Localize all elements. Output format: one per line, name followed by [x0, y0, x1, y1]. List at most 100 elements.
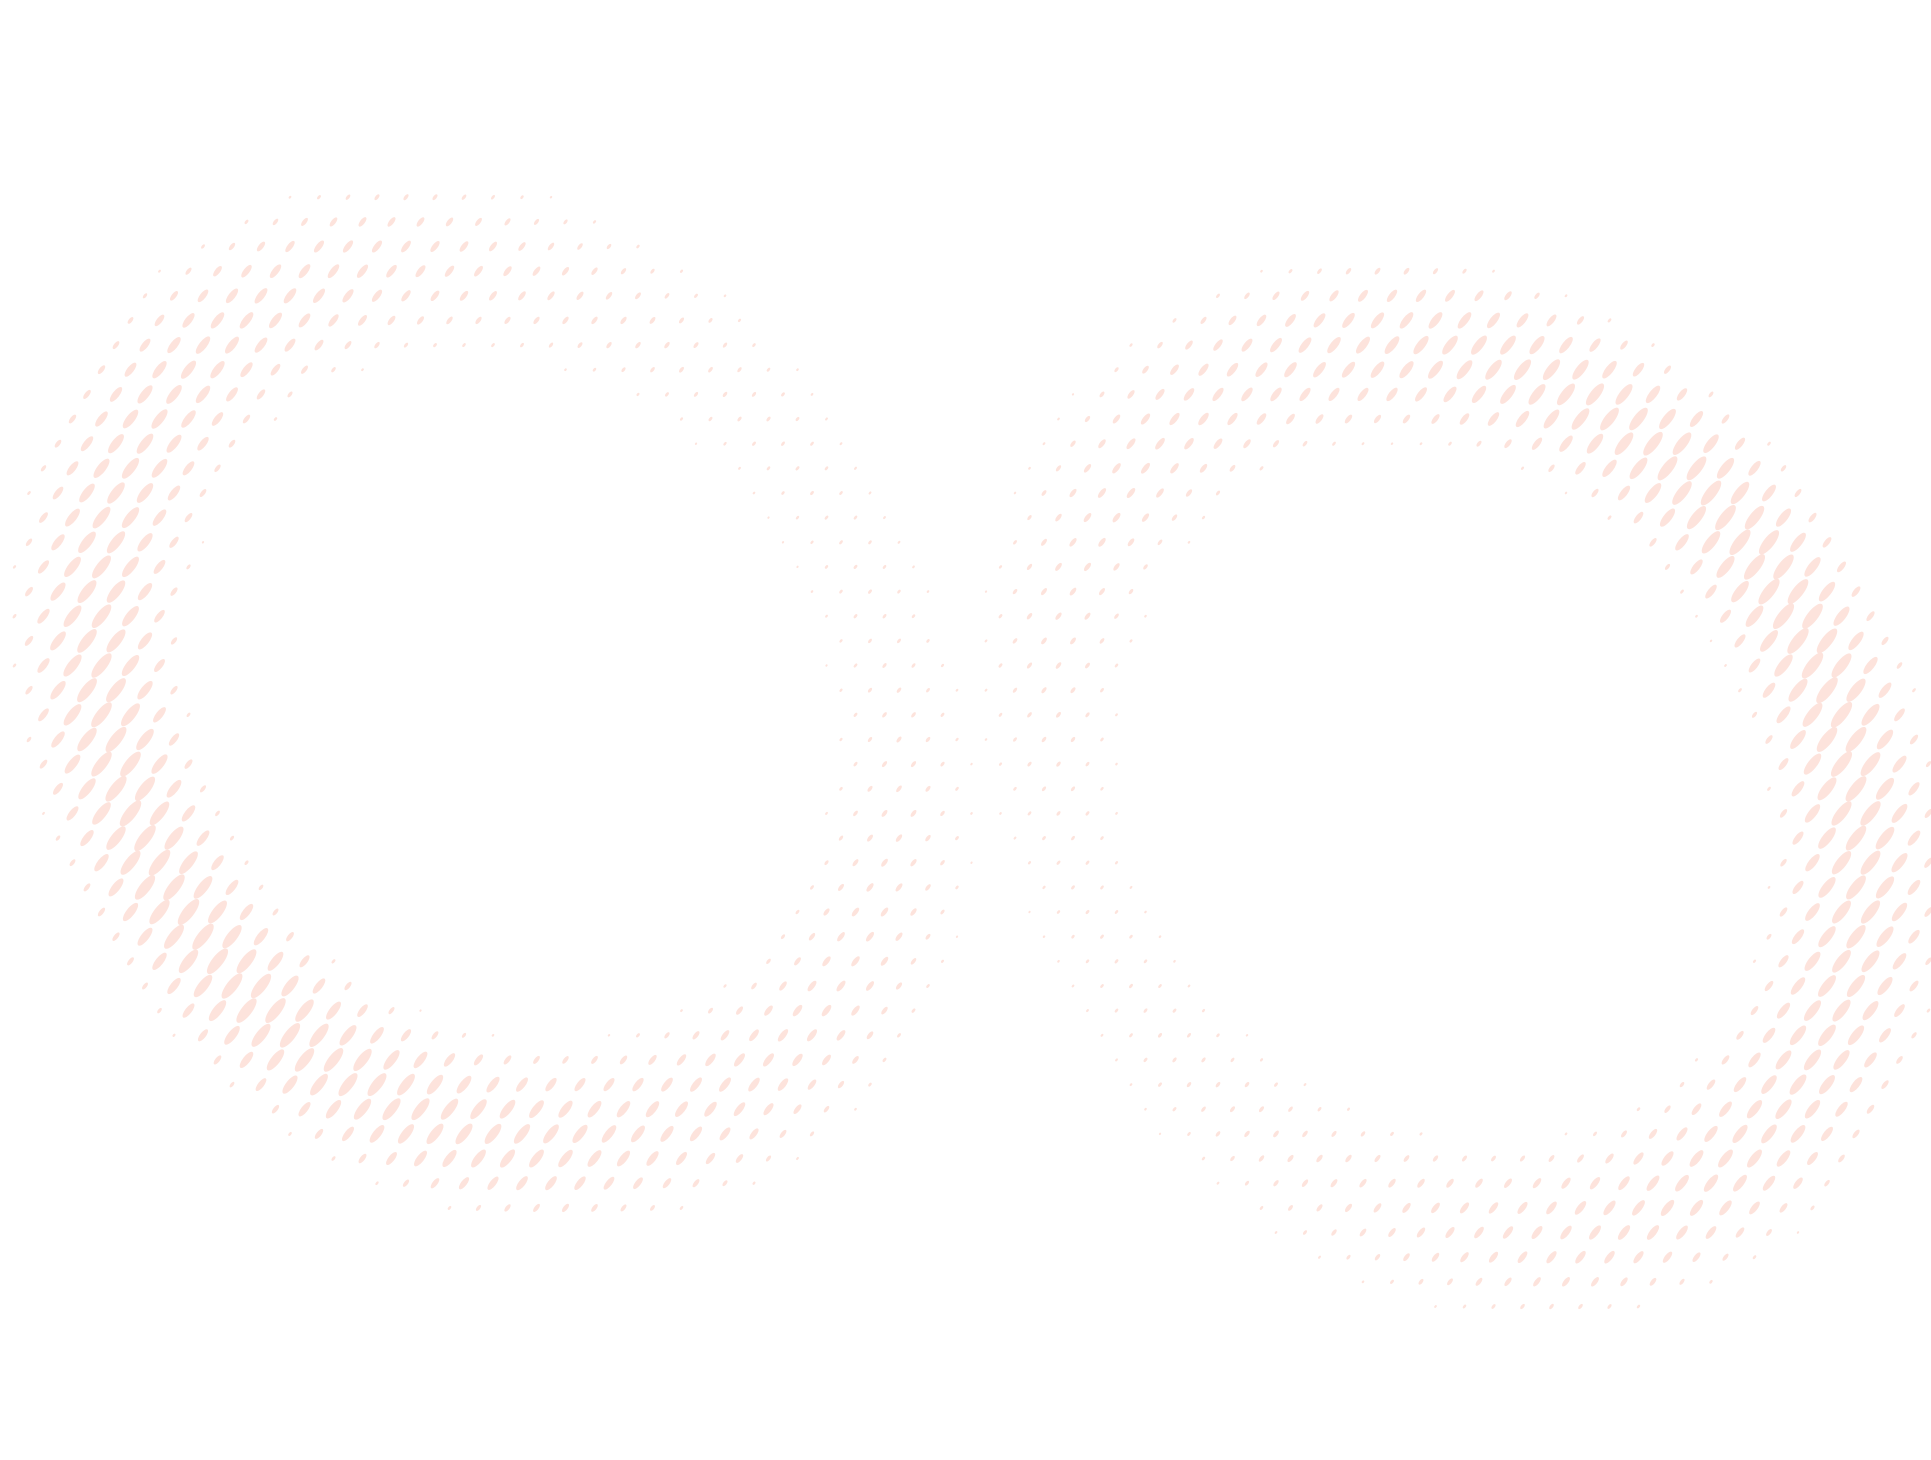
halftone-dot: [181, 805, 196, 822]
halftone-dot: [1201, 1057, 1206, 1063]
halftone-dot: [1041, 490, 1047, 496]
halftone-dot: [1830, 751, 1853, 777]
halftone-dot: [484, 1123, 502, 1144]
halftone-dot: [587, 1100, 602, 1118]
halftone-dot: [1909, 734, 1919, 745]
halftone-dot: [1201, 1106, 1206, 1112]
halftone-dot: [1860, 900, 1881, 924]
halftone-dot: [1504, 1178, 1512, 1188]
halftone-dot: [1709, 639, 1713, 643]
halftone-dot: [1924, 907, 1931, 917]
halftone-dot: [122, 606, 139, 627]
halftone-dot: [662, 1178, 672, 1189]
halftone-dot: [1158, 1132, 1162, 1136]
halftone-dot: [824, 565, 829, 569]
halftone-dot: [660, 1125, 674, 1142]
halftone-dot: [470, 1099, 487, 1120]
halftone-dot: [1909, 980, 1919, 992]
halftone-dot: [1705, 584, 1717, 599]
halftone-dot: [678, 317, 685, 324]
halftone-dot: [822, 1054, 831, 1066]
halftone-dot: [1926, 1008, 1931, 1013]
halftone-dot: [149, 801, 170, 826]
halftone-dot: [1730, 481, 1750, 505]
halftone-dot: [852, 1055, 859, 1064]
halftone-dot: [839, 442, 843, 446]
halftone-dot: [897, 638, 901, 644]
halftone-dot: [1816, 628, 1838, 654]
halftone-dot: [1302, 1130, 1308, 1138]
halftone-dot: [1534, 292, 1540, 299]
halftone-dot: [79, 483, 95, 503]
halftone-dot: [226, 387, 238, 402]
halftone-dot: [882, 613, 887, 619]
halftone-dot: [222, 925, 242, 949]
halftone-dot: [26, 736, 32, 743]
halftone-dot: [1459, 1202, 1470, 1214]
halftone-dot: [866, 1031, 874, 1040]
halftone-dot: [229, 1081, 235, 1088]
halftone-dot: [1633, 1152, 1644, 1165]
halftone-dot: [157, 1007, 162, 1014]
halftone-dot: [1502, 1226, 1514, 1239]
halftone-dot: [1187, 540, 1191, 544]
halftone-dot: [1680, 589, 1684, 594]
halftone-dot: [69, 859, 76, 867]
halftone-dot: [1241, 338, 1253, 352]
halftone-dot: [545, 1176, 557, 1191]
halftone-dot: [433, 343, 437, 348]
halftone-dot: [1256, 413, 1267, 425]
halftone-dot: [1460, 1252, 1469, 1263]
halftone-dot: [225, 879, 239, 896]
halftone-dot: [1863, 656, 1878, 675]
halftone-dot: [518, 242, 526, 251]
halftone-dot: [186, 564, 191, 570]
halftone-dot: [1128, 588, 1134, 595]
halftone-dot: [1875, 777, 1895, 800]
halftone-dot: [1861, 950, 1880, 973]
halftone-dot: [810, 590, 814, 593]
halftone-dot: [387, 315, 396, 326]
halftone-dot: [1313, 361, 1326, 378]
halftone-dot: [1845, 776, 1867, 802]
halftone-dot: [865, 981, 875, 991]
halftone-dot: [925, 785, 931, 792]
halftone-dot: [1373, 414, 1382, 424]
halftone-dot: [1346, 1254, 1351, 1260]
halftone-dot: [153, 559, 166, 574]
halftone-dot: [1115, 762, 1118, 766]
halftone-dot: [838, 835, 844, 841]
halftone-dot: [1721, 1055, 1730, 1065]
halftone-dot: [121, 507, 140, 529]
halftone-dot: [854, 466, 857, 470]
halftone-dot: [254, 337, 268, 353]
halftone-dot: [1143, 1008, 1148, 1013]
halftone-dot: [633, 1177, 643, 1190]
halftone-dot: [925, 884, 931, 891]
halftone-dot: [63, 605, 82, 627]
halftone-dot: [1790, 532, 1806, 552]
halftone-dot: [1028, 910, 1031, 914]
halftone-dot: [1428, 360, 1443, 379]
halftone-dot: [358, 315, 367, 326]
halftone-dot: [1428, 312, 1443, 329]
halftone-dot: [1810, 1205, 1815, 1211]
halftone-dot: [456, 1075, 472, 1094]
halftone-dot: [1184, 437, 1194, 450]
halftone-dot: [325, 1099, 342, 1119]
halftone-dot: [1694, 1058, 1699, 1062]
halftone-dot: [1185, 340, 1193, 350]
halftone-dot: [370, 1027, 384, 1044]
halftone-dot: [576, 291, 584, 300]
halftone-dot: [1732, 1124, 1748, 1144]
halftone-dot: [97, 907, 106, 917]
halftone-dot: [1143, 1057, 1148, 1063]
halftone-dot: [1845, 825, 1867, 851]
halftone-dot: [1115, 811, 1118, 815]
halftone-dot: [432, 194, 438, 201]
halftone-dot: [1041, 786, 1047, 792]
halftone-dot: [752, 343, 756, 348]
halftone-dot: [520, 342, 524, 348]
halftone-dot: [184, 759, 193, 769]
halftone-dot: [1144, 614, 1147, 618]
